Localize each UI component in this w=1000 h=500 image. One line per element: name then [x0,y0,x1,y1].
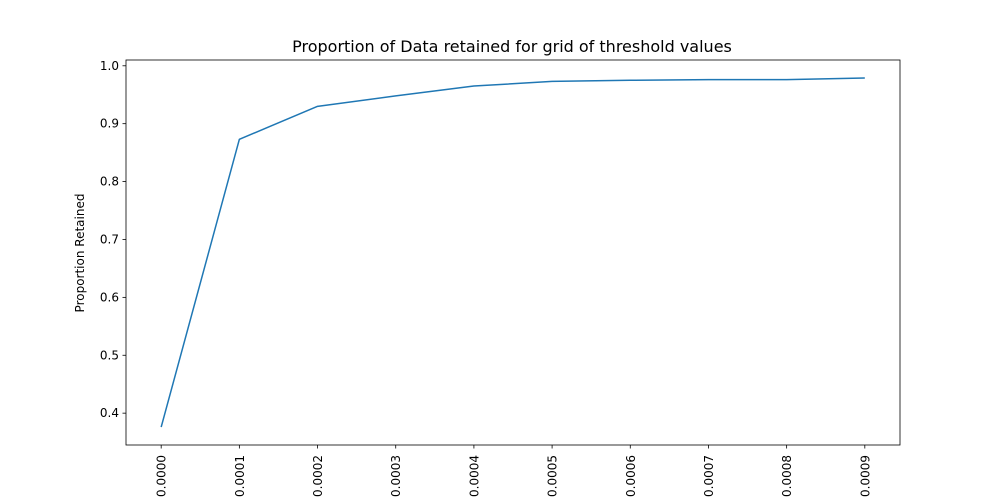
y-axis-label: Proportion Retained [73,194,87,313]
y-tick-label: 0.7 [100,232,119,246]
chart-title: Proportion of Data retained for grid of … [292,37,732,56]
x-tick-label: 0.0000 [155,455,169,497]
x-tick-label: 0.0006 [624,455,638,497]
y-tick-label: 0.6 [100,290,119,304]
y-tick-label: 0.5 [100,348,119,362]
y-tick-label: 0.8 [100,175,119,189]
x-tick-label: 0.0001 [233,455,247,497]
x-tick-label: 0.0007 [702,455,716,497]
y-tick-label: 0.9 [100,117,119,131]
x-tick-label: 0.0004 [467,455,481,497]
x-tick-label: 0.0003 [389,455,403,497]
y-tick-label: 0.4 [100,406,119,420]
plot-area: 0.4 0.5 0.6 0.7 0.8 0.9 1.0 0.0000 0.0001 0.0002 0… [100,59,901,497]
axes-frame [125,59,901,446]
x-tick-label: 0.0002 [311,455,325,497]
series-line [160,77,865,428]
x-tick-label: 0.0008 [780,455,794,497]
x-tick-label: 0.0005 [546,455,560,497]
y-tick-label: 1.0 [100,59,119,73]
x-tick-label: 0.0009 [858,455,872,497]
